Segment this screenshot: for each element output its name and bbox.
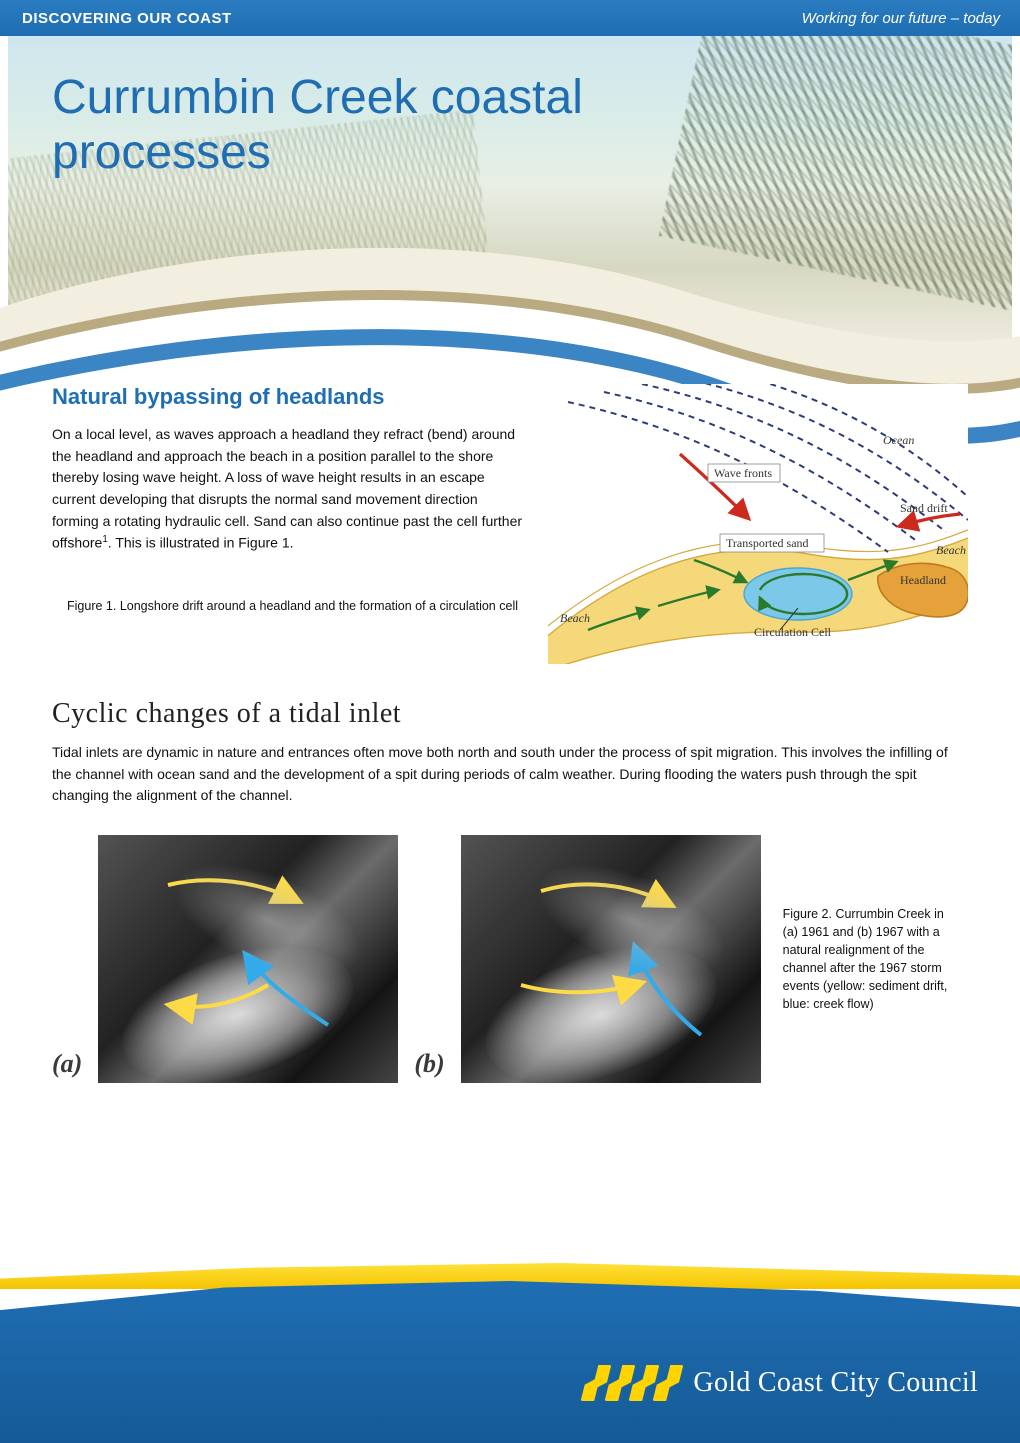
- section1-paragraph: On a local level, as waves approach a he…: [52, 424, 524, 555]
- topbar-tagline: Working for our future – today: [802, 10, 1000, 27]
- footer-band-blue: [0, 1281, 1020, 1443]
- content: Natural bypassing of headlands On a loca…: [0, 366, 1020, 1083]
- figure2-panel-b: [461, 835, 761, 1083]
- section1-textcol: Natural bypassing of headlands On a loca…: [52, 384, 524, 615]
- section1-para-main: On a local level, as waves approach a he…: [52, 426, 522, 551]
- footer: Gold Coast City Council: [0, 1243, 1020, 1443]
- page-title-line1: Currumbin Creek coastal: [52, 71, 583, 124]
- section-natural-bypassing: Natural bypassing of headlands On a loca…: [52, 384, 968, 664]
- fig1-label-beach-r: Beach: [936, 543, 966, 557]
- fig1-label-ocean: Ocean: [883, 433, 914, 447]
- council-brand: Gold Coast City Council: [585, 1365, 978, 1401]
- figure2-label-a: (a): [52, 1049, 82, 1083]
- figure2-caption: Figure 2. Currumbin Creek in (a) 1961 an…: [783, 905, 953, 1014]
- council-logo-icon: [585, 1365, 679, 1401]
- fig1-label-transported: Transported sand: [726, 536, 809, 550]
- hero-banner: Currumbin Creek coastal processes: [0, 36, 1020, 366]
- figure2: (a) (b): [52, 835, 968, 1083]
- council-name: Gold Coast City Council: [693, 1367, 978, 1399]
- fig1-label-beach-l: Beach: [560, 611, 590, 625]
- fig1-label-sanddrift: Sand drift: [900, 501, 948, 515]
- topbar: DISCOVERING OUR COAST Working for our fu…: [0, 0, 1020, 36]
- section1-para-tail: . This is illustrated in Figure 1.: [108, 535, 294, 551]
- page-title-line2: processes: [52, 126, 271, 179]
- fig1-label-headland: Headland: [900, 573, 946, 587]
- section2-paragraph: Tidal inlets are dynamic in nature and e…: [52, 742, 968, 807]
- figure1-caption: Figure 1. Longshore drift around a headl…: [52, 597, 524, 615]
- figure2-label-b: (b): [414, 1049, 444, 1083]
- section1-heading: Natural bypassing of headlands: [52, 384, 524, 410]
- figure1-diagram: Ocean Wave fronts Sand drift Transported…: [548, 384, 968, 664]
- topbar-title: DISCOVERING OUR COAST: [22, 10, 232, 27]
- page: DISCOVERING OUR COAST Working for our fu…: [0, 0, 1020, 1443]
- hero-palm-texture: [659, 36, 1020, 311]
- fig1-label-wavefronts: Wave fronts: [714, 466, 772, 480]
- section2-heading: Cyclic changes of a tidal inlet: [52, 698, 968, 730]
- page-title: Currumbin Creek coastal processes: [52, 70, 583, 180]
- figure2-panel-a: [98, 835, 398, 1083]
- fig1-label-cell: Circulation Cell: [754, 625, 832, 639]
